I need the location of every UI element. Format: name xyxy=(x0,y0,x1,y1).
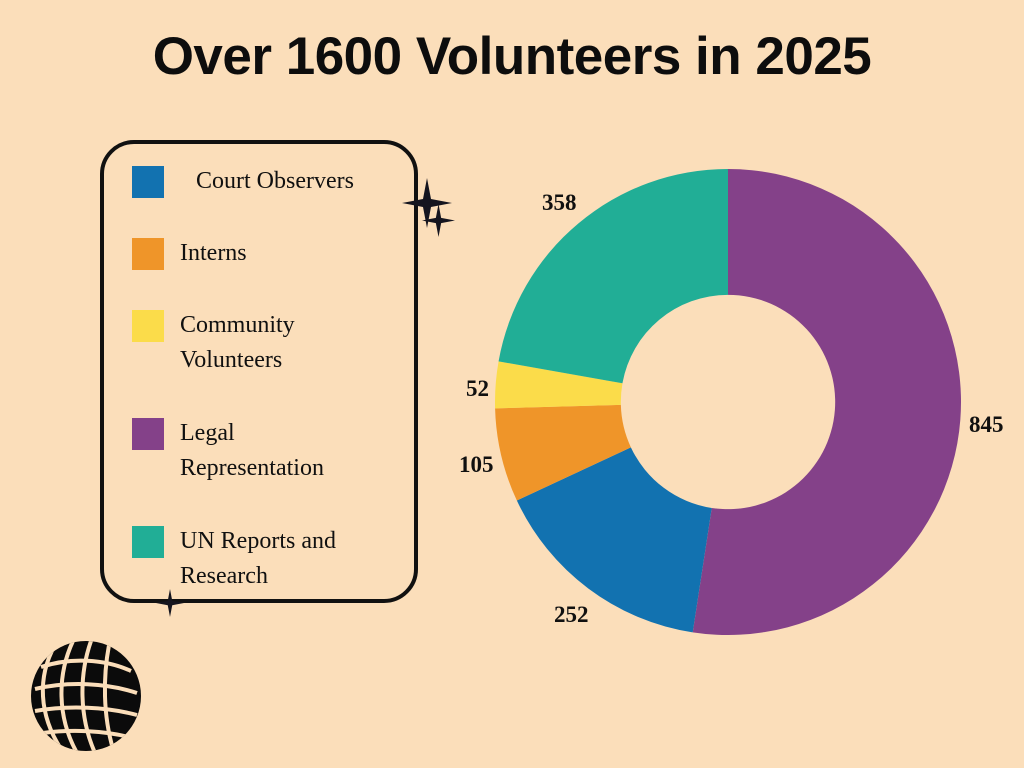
legend-swatch-community-volunteers xyxy=(132,310,164,342)
legend-item-community-volunteers[interactable]: Community Volunteers xyxy=(132,308,408,378)
globe-logo-svg xyxy=(31,641,141,751)
legend-swatch-legal-representation xyxy=(132,418,164,450)
slice-value-legal-representation: 845 xyxy=(969,412,1004,437)
legend-swatch-un-reports-and-research xyxy=(132,526,164,558)
legend-swatch-court-observers xyxy=(132,166,164,198)
donut-slice[interactable] xyxy=(498,169,728,384)
legend-list: Court Observers Interns Community Volunt… xyxy=(100,140,418,603)
page-title: Over 1600 Volunteers in 2025 xyxy=(152,27,872,86)
legend-swatch-interns xyxy=(132,238,164,270)
donut-chart-svg xyxy=(495,169,961,635)
globe-logo xyxy=(27,637,145,755)
donut-slice-group xyxy=(495,169,961,635)
legend-item-court-observers[interactable]: Court Observers xyxy=(132,164,408,199)
legend-panel-border xyxy=(100,140,418,603)
legend-item-label: Court Observers xyxy=(196,168,354,194)
legend-item-interns[interactable]: Interns xyxy=(132,236,408,271)
legend-item-legal-representation[interactable]: Legal Representation xyxy=(132,416,408,486)
globe-grid-lines xyxy=(34,641,138,751)
legend-item-label: UN Reports and Research xyxy=(180,528,336,589)
legend-item-label: Interns xyxy=(180,240,247,266)
legend-item-label: Legal Representation xyxy=(180,420,324,481)
donut-slice[interactable] xyxy=(495,404,631,501)
slice-value-interns: 105 xyxy=(459,452,494,477)
legend-item-un-reports-and-research[interactable]: UN Reports and Research xyxy=(132,524,408,594)
donut-slice[interactable] xyxy=(692,169,961,635)
donut-chart xyxy=(495,169,961,635)
donut-slice[interactable] xyxy=(495,361,623,409)
slice-value-un-reports-and-research: 358 xyxy=(542,190,577,215)
legend-item-label: Community Volunteers xyxy=(180,312,295,373)
globe-sphere xyxy=(31,641,141,751)
slice-value-community-volunteers: 52 xyxy=(466,376,489,401)
donut-slice[interactable] xyxy=(516,447,712,633)
slice-value-court-observers: 252 xyxy=(554,602,589,627)
